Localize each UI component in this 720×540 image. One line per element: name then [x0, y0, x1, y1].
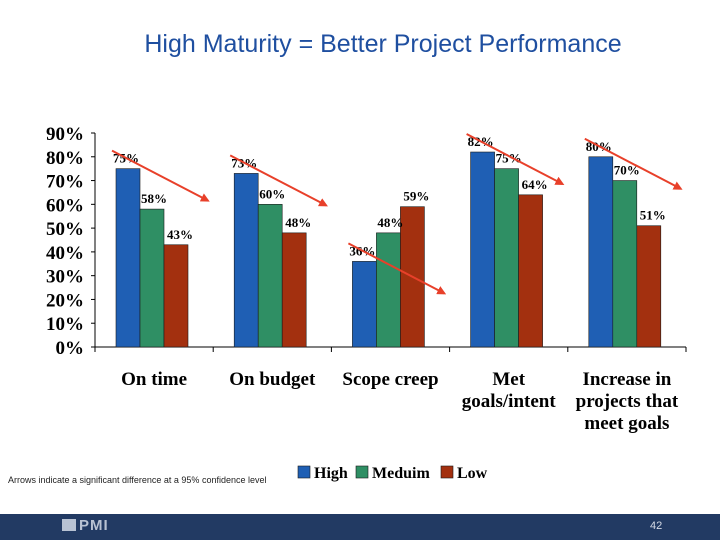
significance-arrow — [111, 149, 210, 202]
footnote: Arrows indicate a significant difference… — [8, 475, 267, 485]
significance-arrow — [347, 242, 447, 295]
bar-meduim — [139, 208, 165, 348]
y-tick-label: 30% — [46, 267, 84, 288]
footer-bar — [0, 514, 720, 540]
data-label: 48% — [285, 215, 311, 230]
bar-low — [518, 194, 543, 348]
bar-meduim — [376, 232, 401, 348]
significance-arrow — [466, 133, 565, 185]
data-label: 48% — [377, 215, 403, 230]
bar-high — [233, 173, 259, 348]
logo-text: PMI — [79, 517, 109, 534]
bar-high — [115, 168, 141, 348]
category-label-line: Met — [492, 369, 525, 390]
page-number: 42 — [650, 520, 663, 532]
bar-high — [470, 151, 495, 348]
data-label: 64% — [522, 177, 548, 192]
y-tick-label: 10% — [46, 314, 84, 335]
legend-swatch — [355, 465, 369, 479]
category-label-line: goals/intent — [462, 391, 557, 412]
category-label: On budget — [229, 369, 316, 390]
legend: High Meduim Low — [297, 465, 488, 482]
chart-title: High Maturity = Better Project Performan… — [144, 30, 622, 58]
bar-low — [163, 244, 189, 348]
data-label: 51% — [640, 208, 666, 223]
category-label-line: On time — [121, 369, 187, 390]
legend-swatch — [440, 465, 454, 479]
y-axis: 0%10%20%30%40%50%60%70%80%90% — [46, 124, 687, 359]
category-label-line: Scope creep — [342, 369, 438, 390]
bar-high — [588, 156, 614, 348]
y-tick-label: 60% — [46, 195, 84, 216]
legend-swatch — [297, 465, 311, 479]
data-label: 43% — [167, 227, 193, 242]
bar-meduim — [612, 180, 638, 348]
significance-arrows — [111, 133, 683, 295]
category-label: Scope creep — [342, 369, 438, 390]
y-tick-label: 90% — [46, 124, 84, 145]
bar-low — [281, 232, 307, 348]
x-axis-labels: On time On budget Scope creep Met goals/inte… — [121, 369, 679, 434]
legend-label: High — [314, 465, 348, 482]
y-tick-label: 80% — [46, 148, 84, 169]
bar-high — [352, 261, 377, 348]
bar-chart: 0%10%20%30%40%50%60%70%80%90% 75%58%43%7… — [46, 124, 687, 482]
data-labels: 75%58%43%73%60%48%36%48%59%82%75%64%80%7… — [113, 134, 666, 258]
legend-label: Meduim — [372, 465, 430, 482]
category-label-line: projects that — [576, 391, 679, 412]
bar-meduim — [257, 204, 283, 348]
data-label: 58% — [141, 191, 167, 206]
y-tick-label: 70% — [46, 172, 84, 193]
category-label: On time — [121, 369, 187, 390]
y-tick-label: 40% — [46, 243, 84, 264]
data-label: 59% — [403, 189, 429, 204]
legend-label: Low — [457, 465, 488, 482]
category-label-line: On budget — [229, 369, 316, 390]
significance-arrow — [229, 154, 328, 207]
data-label: 60% — [259, 186, 285, 201]
category-label: Increase in projects that meet goals — [576, 369, 679, 434]
logo-mark-icon — [62, 519, 76, 531]
bar-meduim — [494, 168, 519, 348]
y-tick-label: 0% — [56, 338, 85, 359]
category-label-line: meet goals — [584, 413, 669, 434]
bars — [115, 151, 662, 348]
significance-arrow — [584, 137, 683, 190]
pmi-logo: PMI — [62, 517, 109, 534]
category-label: Met goals/intent — [462, 369, 557, 412]
y-tick-label: 50% — [46, 219, 84, 240]
data-label: 75% — [496, 151, 522, 166]
data-label: 70% — [614, 163, 640, 178]
category-label-line: Increase in — [582, 369, 671, 390]
y-tick-label: 20% — [46, 290, 84, 311]
bar-low — [636, 225, 662, 348]
